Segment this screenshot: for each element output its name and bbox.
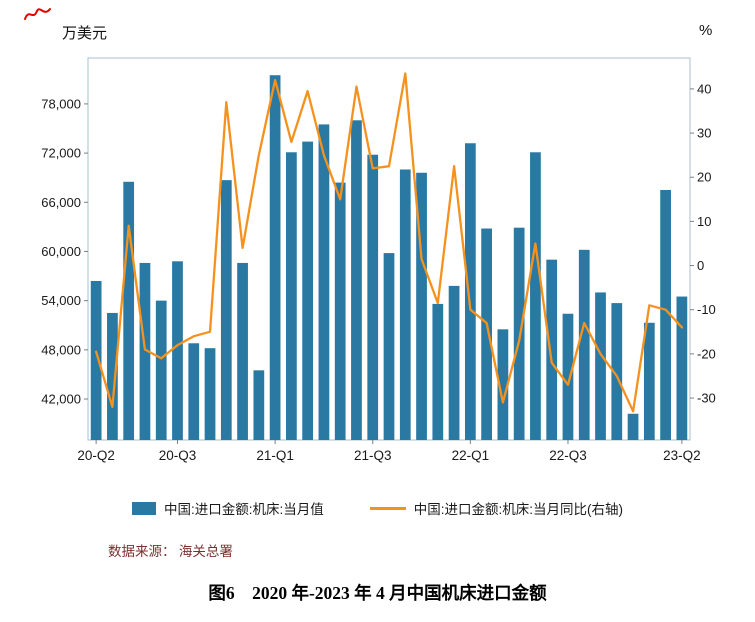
bar (155, 300, 167, 440)
line-series-swatch (369, 506, 406, 510)
figure-caption: 图6 2020 年-2023 年 4 月中国机床进口金额 (208, 583, 547, 603)
chart-legend: 中国:进口金额:机床:当月值 中国:进口金额:机床:当月同比(右轴) (0, 498, 755, 518)
y-axis-right-tick-label: -20 (697, 346, 716, 361)
bar (269, 75, 281, 441)
y-axis-right-title: % (699, 22, 713, 39)
bar (562, 313, 574, 440)
y-axis-right-tick-label: 30 (697, 126, 711, 141)
bar (416, 172, 427, 440)
legend-item-bar: 中国:进口金额:机床:当月值 (131, 498, 324, 518)
y-axis-left-tick-label: 72,000 (41, 146, 81, 161)
bar (139, 262, 151, 440)
x-axis-tick-label: 23-Q2 (663, 448, 701, 463)
bar (302, 141, 314, 441)
bar (546, 259, 558, 440)
yoy-line (94, 72, 684, 413)
y-axis-left-tick-label: 48,000 (41, 342, 81, 357)
bar (351, 120, 362, 441)
y-axis-left-tick-label: 42,000 (41, 392, 81, 407)
y-axis-right-tick-label: 10 (697, 214, 711, 229)
y-axis-right-tick-label: -10 (697, 302, 716, 317)
legend-bar-label: 中国:进口金额:机床:当月值 (163, 502, 324, 517)
y-axis-right-tick-label: 20 (697, 170, 711, 185)
bar (318, 124, 330, 441)
x-axis-tick-label: 21-Q3 (354, 448, 392, 463)
bar (481, 228, 492, 440)
bar (383, 253, 395, 440)
bar (464, 143, 476, 440)
x-axis-tick-label: 20-Q2 (77, 448, 115, 463)
bar (448, 285, 460, 440)
bar (399, 169, 411, 440)
y-axis-left-tick-label: 54,000 (41, 293, 81, 308)
y-axis-right-tick-label: 40 (697, 81, 711, 96)
bar (237, 262, 248, 440)
bar (334, 182, 346, 440)
data-source-note: 数据来源： 海关总署 (108, 544, 233, 559)
y-axis-left-title: 万美元 (62, 25, 108, 42)
y-axis-right-tick-label: 0 (697, 258, 704, 273)
bar (220, 180, 232, 440)
bar (627, 413, 639, 440)
bar (530, 152, 541, 440)
bar (204, 348, 216, 440)
bar (188, 343, 200, 440)
chart-area: 78,000 72,000 66,000 60,000 54,000 48,000 42,0… (0, 48, 755, 478)
x-axis-tick-label: 21-Q1 (256, 448, 294, 463)
bar (172, 261, 183, 440)
y-axis-left-tick-label: 60,000 (41, 244, 81, 259)
bar (253, 370, 265, 440)
bar (611, 303, 623, 440)
bar (676, 296, 688, 440)
bar (286, 152, 297, 440)
bar (107, 312, 118, 440)
bar (367, 154, 379, 440)
y-axis-right-tick-label: -30 (697, 391, 716, 406)
bar (123, 181, 135, 440)
y-axis-left-tick-label: 78,000 (41, 96, 81, 111)
red-scribble-mark (24, 8, 51, 20)
legend-item-line: 中国:进口金额:机床:当月同比(右轴) (369, 498, 623, 518)
legend-line-label: 中国:进口金额:机床:当月同比(右轴) (413, 502, 623, 517)
x-axis-tick-label: 20-Q3 (159, 448, 197, 463)
y-axis-left-tick-label: 66,000 (41, 195, 81, 210)
import-amount-chart: 78,000 72,000 66,000 60,000 54,000 48,000 42,0… (41, 57, 716, 463)
bar (578, 249, 590, 440)
x-axis-tick-label: 22-Q1 (452, 448, 490, 463)
bar-series-swatch (131, 501, 156, 515)
bar (660, 189, 671, 440)
bar (643, 322, 655, 440)
bar (497, 329, 509, 440)
bar (432, 303, 444, 440)
bar (90, 280, 102, 440)
x-axis-tick-label: 22-Q3 (549, 448, 587, 463)
bar (595, 292, 606, 440)
bar (513, 227, 525, 440)
